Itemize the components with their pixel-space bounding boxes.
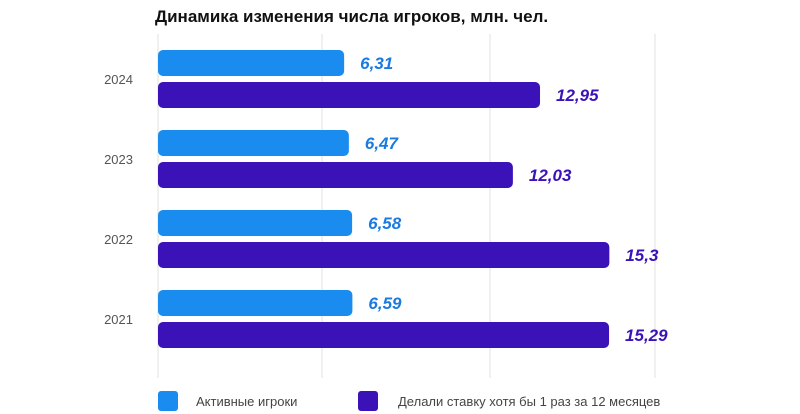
data-label: 6,59 <box>368 294 402 313</box>
data-label: 15,3 <box>625 246 659 265</box>
bar-bettors-2023 <box>158 162 513 188</box>
data-label: 6,58 <box>368 214 402 233</box>
category-label: 2022 <box>104 232 133 247</box>
legend-label: Активные игроки <box>196 394 297 409</box>
legend-label: Делали ставку хотя бы 1 раз за 12 месяце… <box>398 394 660 409</box>
bar-bettors-2024 <box>158 82 541 108</box>
category-label: 2024 <box>104 72 133 87</box>
data-label: 6,31 <box>360 54 393 73</box>
category-label: 2021 <box>104 312 133 327</box>
bar-active-players-2023 <box>158 130 349 156</box>
data-label: 15,29 <box>625 326 668 345</box>
bar-active-players-2024 <box>158 50 345 76</box>
bar-bettors-2022 <box>158 242 610 268</box>
chart-title: Динамика изменения числа игроков, млн. ч… <box>155 7 548 26</box>
bar-active-players-2021 <box>158 290 353 316</box>
data-label: 12,95 <box>556 86 599 105</box>
bar-bettors-2021 <box>158 322 610 348</box>
data-label: 6,47 <box>365 134 400 153</box>
bars: 2024 6,31 12,95 2023 6,47 12,03 2022 6,58 15,3 20… <box>104 50 668 348</box>
category-label: 2023 <box>104 152 133 167</box>
legend-swatch <box>158 391 178 411</box>
data-label: 12,03 <box>529 166 572 185</box>
legend: Активные игроки Делали ставку хотя бы 1 р… <box>158 391 660 411</box>
bar-active-players-2022 <box>158 210 353 236</box>
legend-swatch <box>358 391 378 411</box>
